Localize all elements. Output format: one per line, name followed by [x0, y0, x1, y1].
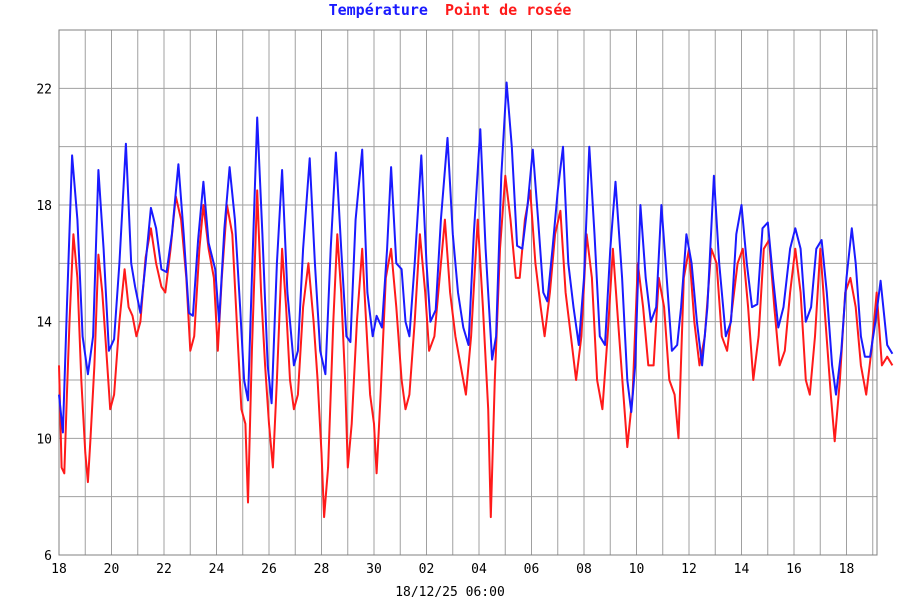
x-tick-label: 24: [209, 562, 225, 577]
x-tick-label: 06: [524, 562, 540, 577]
footer-timestamp: 18/12/25 06:00: [395, 585, 505, 600]
y-tick-label: 6: [44, 549, 52, 564]
x-tick-label: 08: [576, 562, 592, 577]
x-tick-label: 20: [104, 562, 120, 577]
y-tick-label: 18: [36, 199, 52, 214]
grid: [58, 29, 877, 556]
y-tick-label: 14: [36, 316, 52, 331]
x-tick-label: 18: [51, 562, 67, 577]
x-tick-label: 18: [839, 562, 855, 577]
title-dew-point: Point de rosée: [445, 1, 571, 19]
x-tick-label: 14: [734, 562, 750, 577]
chart-title: Température Point de rosée: [329, 1, 572, 19]
title-temperature: Température: [329, 1, 428, 19]
x-tick-label: 22: [156, 562, 172, 577]
x-tick-label: 26: [261, 562, 277, 577]
x-tick-label: 16: [786, 562, 802, 577]
x-tick-label: 12: [681, 562, 697, 577]
temperature-series-line: [58, 81, 894, 434]
x-axis-ticks: 18 20 22 24 26 28 30 02 04 06 08 10 12 14 16 18: [51, 562, 854, 577]
y-tick-label: 22: [36, 82, 52, 97]
x-tick-label: 28: [314, 562, 330, 577]
x-tick-label: 10: [629, 562, 645, 577]
x-tick-label: 04: [471, 562, 487, 577]
x-tick-label: 02: [419, 562, 435, 577]
dew-point-series-line: [58, 174, 894, 519]
y-tick-label: 10: [36, 432, 52, 447]
x-tick-label: 30: [366, 562, 382, 577]
plot-frame: [58, 29, 878, 556]
series-layer: [58, 81, 894, 519]
y-axis-ticks: 6 10 14 18 22: [36, 82, 52, 564]
